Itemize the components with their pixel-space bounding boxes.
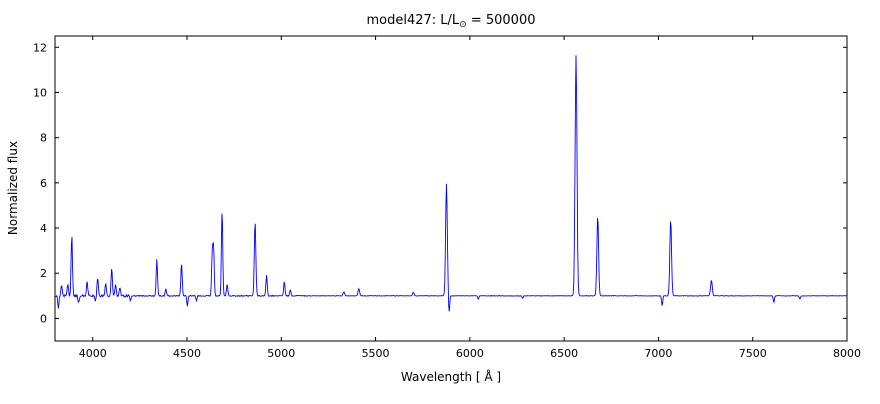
x-tick-label: 4000 bbox=[79, 347, 107, 360]
chart-title-suffix: = 500000 bbox=[467, 13, 536, 28]
y-axis-label: Normalized flux bbox=[6, 141, 20, 235]
x-tick-label: 4500 bbox=[173, 347, 201, 360]
y-tick-label: 4 bbox=[40, 222, 47, 235]
x-tick-label: 5000 bbox=[267, 347, 295, 360]
x-tick-label: 6000 bbox=[456, 347, 484, 360]
y-tick-label: 6 bbox=[40, 177, 47, 190]
x-tick-label: 5500 bbox=[362, 347, 390, 360]
x-axis-label: Wavelength [ Å ] bbox=[401, 369, 501, 384]
x-tick-label: 7500 bbox=[739, 347, 767, 360]
spectrum-line bbox=[54, 55, 848, 312]
x-axis-ticks: 4000 4500 5000 5500 6000 6500 7000 7500 8000 bbox=[79, 36, 861, 360]
chart-title-prefix: model427: L/L bbox=[366, 13, 459, 28]
y-tick-label: 10 bbox=[33, 86, 47, 99]
sun-symbol-subscript: ⊙ bbox=[459, 20, 467, 30]
plot-frame bbox=[54, 35, 848, 342]
x-tick-label: 8000 bbox=[833, 347, 861, 360]
x-tick-label: 7000 bbox=[644, 347, 672, 360]
y-tick-label: 8 bbox=[40, 132, 47, 145]
x-tick-label: 6500 bbox=[550, 347, 578, 360]
y-tick-label: 2 bbox=[40, 267, 47, 280]
chart-title: model427: L/L⊙ = 500000 bbox=[366, 13, 535, 30]
y-tick-label: 12 bbox=[33, 41, 47, 54]
y-tick-label: 0 bbox=[40, 312, 47, 325]
y-axis-ticks: 0 2 4 6 8 10 12 bbox=[33, 41, 847, 325]
